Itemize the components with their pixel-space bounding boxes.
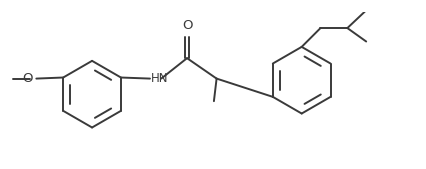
Text: O: O — [182, 19, 192, 32]
Text: O: O — [23, 71, 33, 84]
Text: HN: HN — [151, 71, 169, 84]
